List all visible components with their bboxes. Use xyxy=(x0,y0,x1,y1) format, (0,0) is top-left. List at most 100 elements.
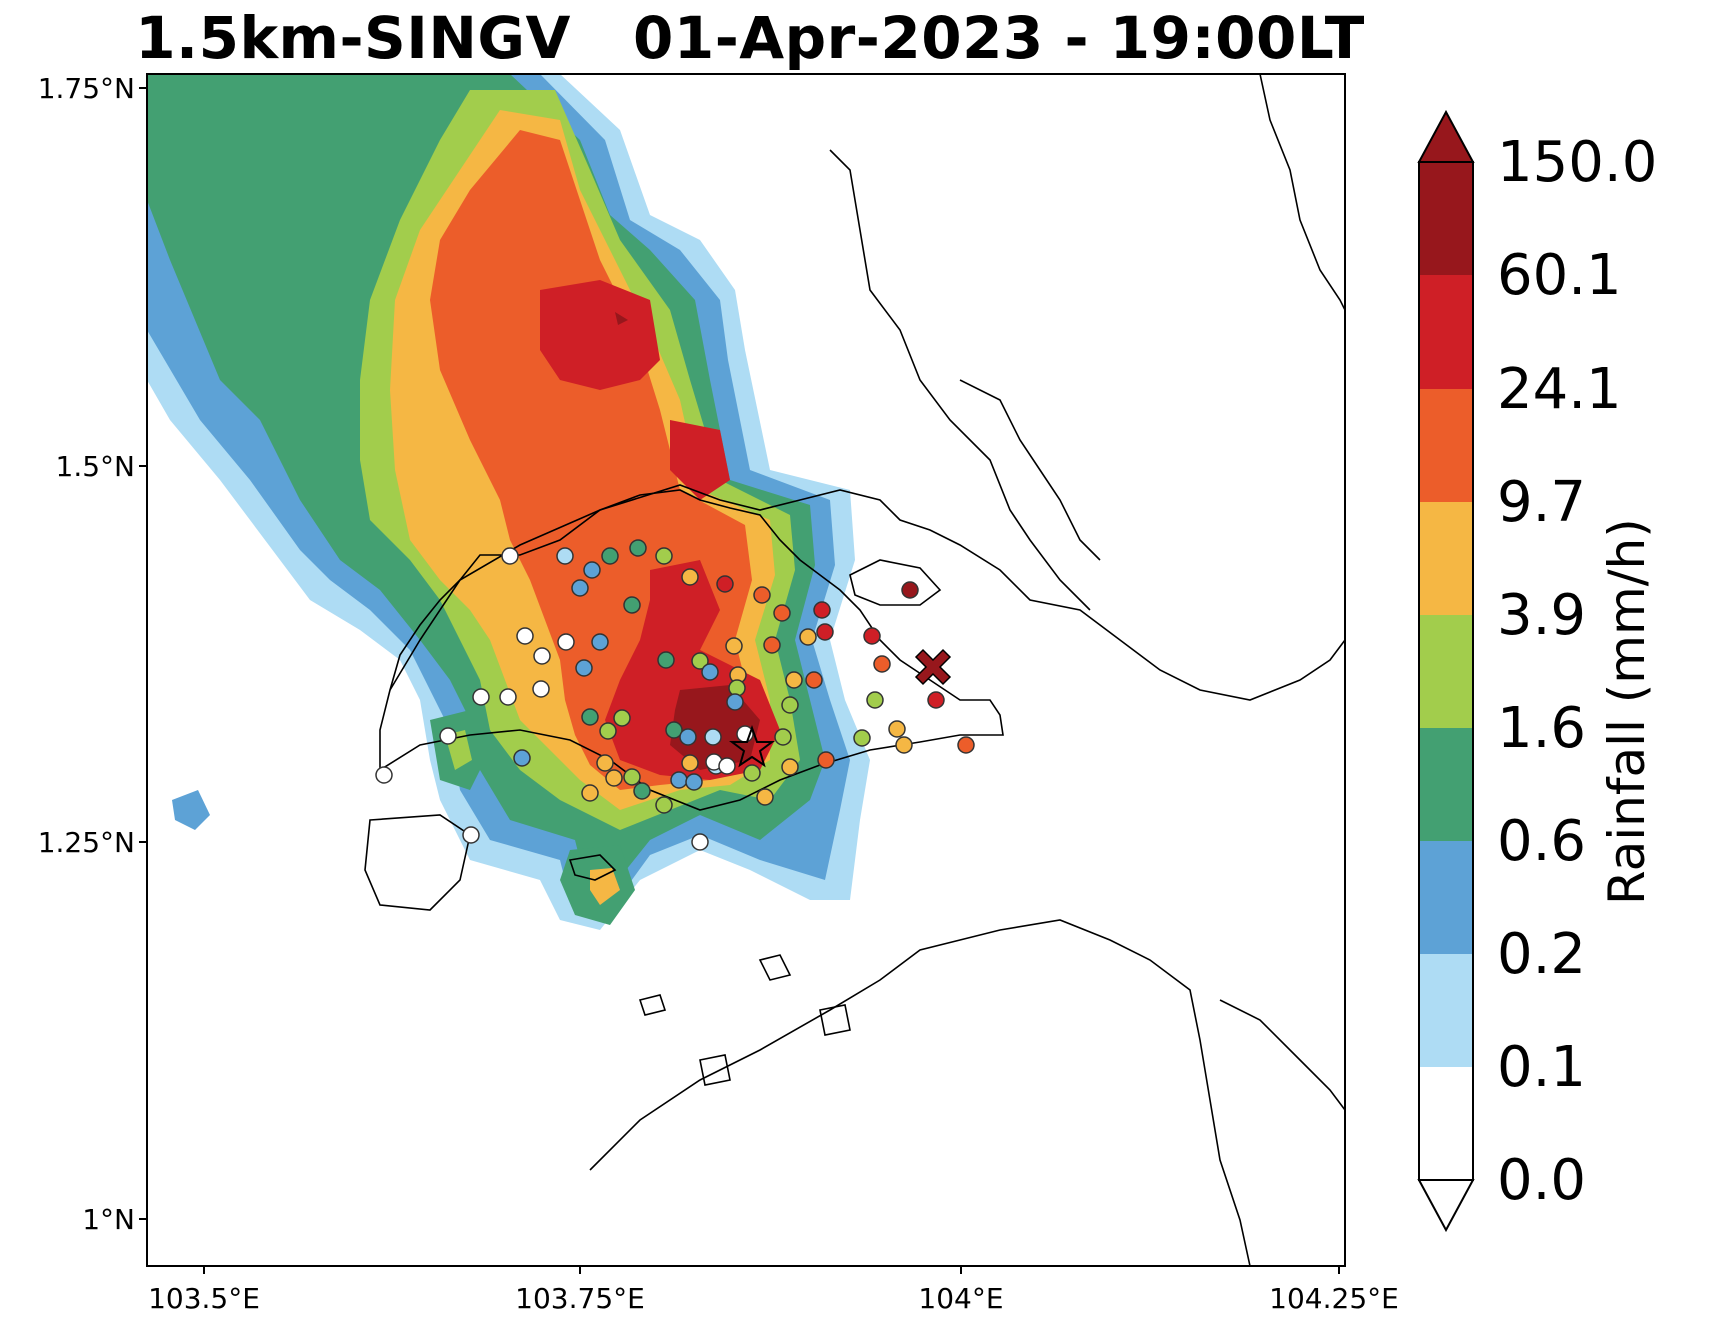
station-marker xyxy=(763,636,781,654)
station-marker xyxy=(532,680,550,698)
pulau-ubin xyxy=(849,559,942,606)
rain-contour-southpatch-y xyxy=(590,868,620,905)
station-marker xyxy=(655,796,673,814)
station-marker xyxy=(895,736,913,754)
colorbar-label: 0.1 xyxy=(1497,1035,1587,1100)
station-marker xyxy=(513,749,531,767)
colorbar-label: 24.1 xyxy=(1497,357,1622,422)
model-max-cross xyxy=(914,648,952,686)
station-marker xyxy=(781,696,799,714)
station-marker xyxy=(596,754,614,772)
station-marker xyxy=(439,727,457,745)
station-marker xyxy=(557,633,575,651)
johor-river xyxy=(829,149,1091,611)
max-rain-station-star xyxy=(729,725,775,768)
station-marker xyxy=(581,784,599,802)
station-marker xyxy=(743,764,761,782)
station-marker xyxy=(799,628,817,646)
colorbar-bin-3 xyxy=(1419,841,1473,954)
colorbar-extend-min xyxy=(1417,1179,1475,1233)
colorbar-label: 60.1 xyxy=(1497,243,1622,308)
station-marker xyxy=(681,754,699,772)
station-marker xyxy=(901,581,919,599)
colorbar-bin-6 xyxy=(1419,502,1473,615)
axis-ticks xyxy=(139,87,1340,1274)
colorbar-label: 0.2 xyxy=(1497,922,1587,987)
station-marker xyxy=(756,788,774,806)
east-coast xyxy=(1259,74,1345,311)
station-marker xyxy=(817,751,835,769)
station-marker xyxy=(853,729,871,747)
sentosa xyxy=(568,854,617,881)
islet-4 xyxy=(819,1004,851,1036)
station-marker xyxy=(591,633,609,651)
station-marker xyxy=(670,771,688,789)
jurong-island xyxy=(364,814,471,911)
colorbar-bin-4 xyxy=(1419,728,1473,841)
colorbar-extend-max xyxy=(1417,109,1475,163)
station-marker xyxy=(716,575,734,593)
station-marker xyxy=(575,659,593,677)
station-marker xyxy=(375,766,393,784)
station-marker xyxy=(873,655,891,673)
colorbar xyxy=(1417,109,1475,1233)
colorbar-bin-1 xyxy=(1419,1067,1473,1180)
islet-3 xyxy=(699,1054,731,1086)
colorbar-label: 3.9 xyxy=(1497,583,1587,648)
station-marker xyxy=(866,691,884,709)
station-marker xyxy=(533,647,551,665)
station-marker xyxy=(704,728,722,746)
station-marker xyxy=(957,736,975,754)
coastlines xyxy=(364,74,1345,1266)
islet-1 xyxy=(638,994,667,1016)
station-marker xyxy=(726,693,744,711)
station-markers xyxy=(375,539,975,851)
station-marker xyxy=(556,547,574,565)
station-marker xyxy=(927,691,945,709)
station-marker xyxy=(629,539,647,557)
colorbar-bin-2 xyxy=(1419,954,1473,1067)
station-marker xyxy=(599,722,617,740)
station-marker xyxy=(623,596,641,614)
station-marker xyxy=(774,728,792,746)
rain-contour-60.1 xyxy=(615,312,760,770)
station-marker xyxy=(633,782,651,800)
colorbar-bin-8 xyxy=(1419,275,1473,389)
colorbar-bin-5 xyxy=(1419,615,1473,728)
map-frame xyxy=(146,73,1346,1267)
colorbar-label: 0.6 xyxy=(1497,809,1587,874)
station-marker xyxy=(605,769,623,787)
singapore-coast xyxy=(379,489,1004,811)
station-marker xyxy=(701,663,719,681)
lat-label: 1.25°N xyxy=(37,826,135,859)
station-marker xyxy=(472,688,490,706)
rainfall-field xyxy=(147,74,1345,1266)
station-marker xyxy=(655,547,673,565)
map-title: 1.5km-SINGV 01-Apr-2023 - 19:00LT xyxy=(135,4,1365,72)
station-marker xyxy=(816,623,834,641)
lon-label: 104°E xyxy=(918,1282,1004,1315)
station-marker xyxy=(753,586,771,604)
station-marker xyxy=(685,773,703,791)
station-marker xyxy=(499,688,517,706)
station-marker xyxy=(583,561,601,579)
station-marker xyxy=(781,758,799,776)
batam xyxy=(589,919,1251,1266)
lat-label: 1.75°N xyxy=(37,72,135,105)
station-marker xyxy=(623,768,641,786)
station-marker xyxy=(773,604,791,622)
colorbar-frame xyxy=(1418,161,1474,1181)
islet-2 xyxy=(758,954,792,981)
station-marker xyxy=(718,757,736,775)
johor-coast xyxy=(389,484,1345,701)
station-marker xyxy=(679,728,697,746)
lat-label: 1°N xyxy=(82,1203,135,1236)
station-marker xyxy=(805,671,823,689)
colorbar-label: 0.0 xyxy=(1497,1148,1587,1213)
colorbar-bin-7 xyxy=(1419,389,1473,502)
station-marker xyxy=(581,708,599,726)
colorbar-bin-9 xyxy=(1419,162,1473,275)
rain-contour-west xyxy=(172,790,210,830)
colorbar-label: 9.7 xyxy=(1497,470,1587,535)
station-marker xyxy=(681,568,699,586)
